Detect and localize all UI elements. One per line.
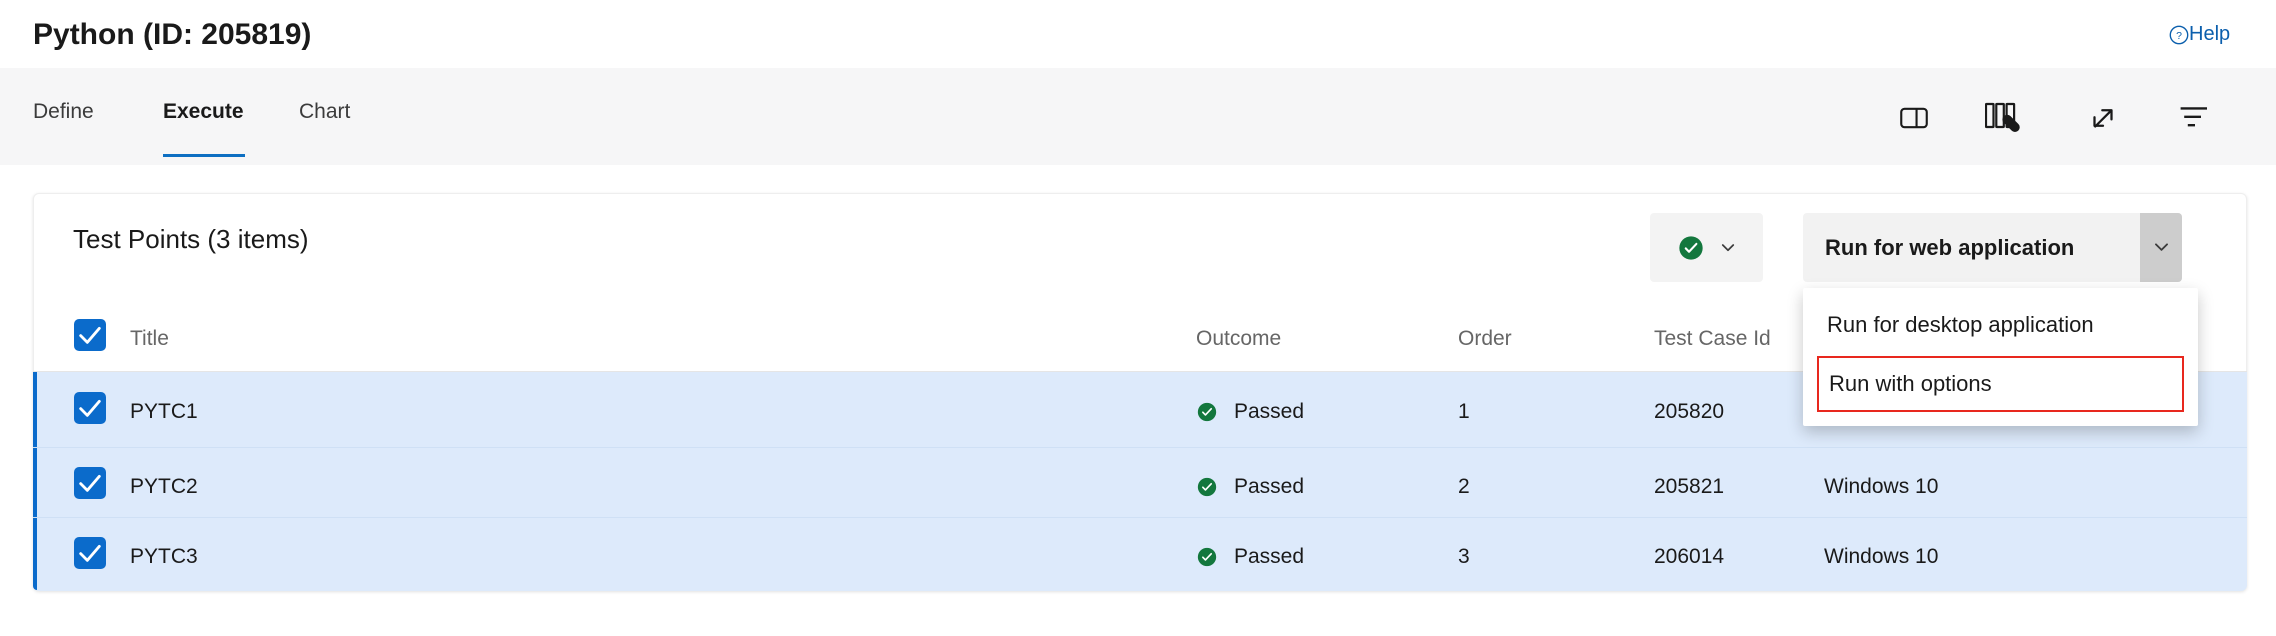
svg-text:?: ? [2176, 29, 2182, 41]
